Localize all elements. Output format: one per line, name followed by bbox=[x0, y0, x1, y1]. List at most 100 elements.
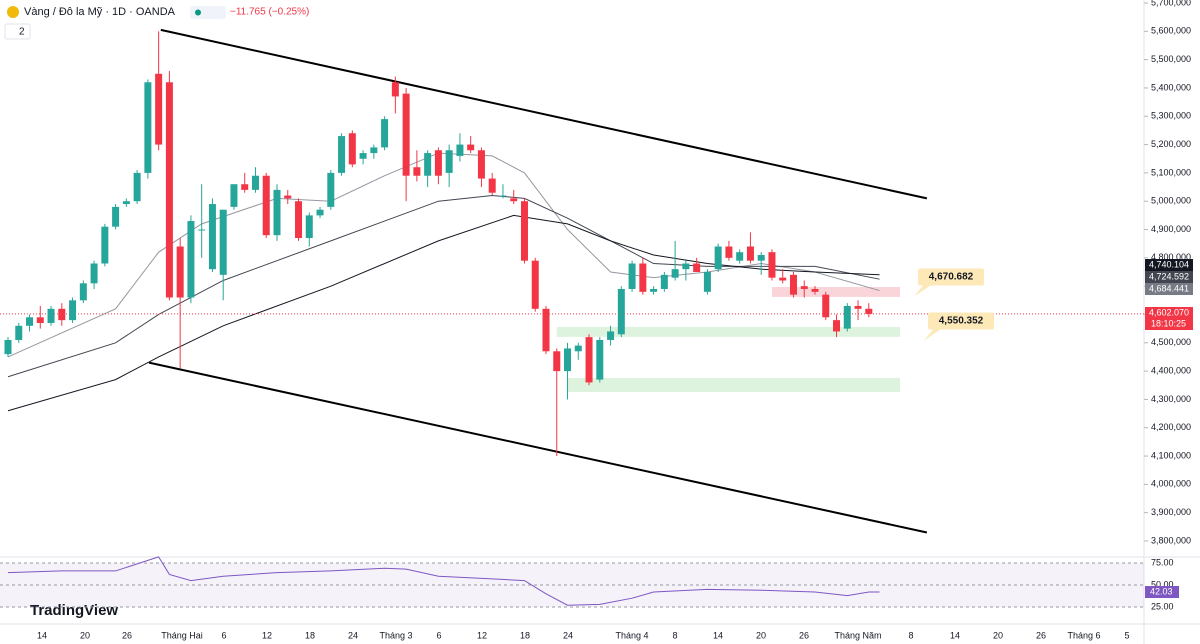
countdown-bg bbox=[1145, 318, 1193, 330]
y-tick-label: 5,000,000 bbox=[1151, 196, 1191, 206]
candle-body bbox=[241, 184, 249, 190]
x-tick-label: Tháng 6 bbox=[1067, 630, 1100, 640]
candle-body bbox=[15, 325, 23, 340]
x-tick-label: 5 bbox=[1124, 630, 1129, 640]
x-tick-label: 6 bbox=[436, 630, 441, 640]
callout-pointer bbox=[914, 284, 932, 297]
candle-body bbox=[219, 209, 227, 275]
candle-body bbox=[574, 345, 582, 352]
rsi-line bbox=[7, 556, 880, 606]
candle-body bbox=[101, 226, 109, 264]
y-tick-label: 5,600,000 bbox=[1151, 26, 1191, 36]
y-tick-label: 5,100,000 bbox=[1151, 167, 1191, 177]
candle-body bbox=[714, 246, 722, 270]
trend-line bbox=[148, 361, 928, 534]
candle-body bbox=[424, 153, 432, 176]
candle-body bbox=[144, 82, 152, 173]
candle-body bbox=[736, 252, 744, 261]
candle-body bbox=[467, 144, 475, 151]
candle-body bbox=[434, 150, 442, 176]
x-tick-label: 20 bbox=[756, 630, 766, 640]
rsi-tick-label: 50.00 bbox=[1151, 579, 1174, 589]
price-tag bbox=[1145, 259, 1193, 271]
logo: TradingView bbox=[30, 602, 118, 619]
status-dot bbox=[195, 9, 201, 16]
price-tag-label: 4,602.070 bbox=[1149, 307, 1189, 317]
candle-body bbox=[4, 339, 12, 355]
candle-body bbox=[316, 209, 324, 216]
candle-body bbox=[865, 308, 873, 314]
x-tick-label: 12 bbox=[262, 630, 272, 640]
symbol-icon bbox=[7, 6, 19, 18]
candle-body bbox=[833, 320, 841, 332]
candle-body bbox=[768, 252, 776, 278]
candle-body bbox=[413, 167, 421, 176]
candle-body bbox=[176, 246, 184, 298]
change: −11.765 (−0.25%) bbox=[230, 7, 309, 18]
candle-body bbox=[564, 348, 572, 372]
y-tick-label: 3,900,000 bbox=[1151, 507, 1191, 517]
candle-body bbox=[391, 82, 399, 97]
candle-body bbox=[165, 82, 173, 298]
candle-body bbox=[542, 308, 550, 352]
x-tick-label: 6 bbox=[221, 630, 226, 640]
candle-body bbox=[284, 195, 292, 199]
candle-body bbox=[295, 201, 303, 239]
zone bbox=[771, 287, 900, 297]
status-badge bbox=[190, 6, 226, 19]
y-tick-label: 4,500,000 bbox=[1151, 337, 1191, 347]
price-tag-label: 4,684.441 bbox=[1149, 283, 1189, 293]
candle-body bbox=[112, 206, 120, 227]
x-tick-label: 12 bbox=[477, 630, 487, 640]
candle-body bbox=[69, 300, 77, 321]
y-tick-label: 5,400,000 bbox=[1151, 82, 1191, 92]
zone bbox=[556, 326, 900, 337]
candle-body bbox=[520, 201, 528, 261]
y-tick-label: 4,900,000 bbox=[1151, 224, 1191, 234]
indicator-count: 2 bbox=[19, 27, 25, 38]
candle-body bbox=[122, 201, 130, 205]
candle-body bbox=[79, 283, 87, 301]
x-tick-label: 14 bbox=[950, 630, 960, 640]
y-tick-label: 5,300,000 bbox=[1151, 111, 1191, 121]
candle-body bbox=[348, 133, 356, 165]
candle-body bbox=[746, 246, 754, 261]
candle-body bbox=[671, 269, 679, 278]
y-tick-label: 4,800,000 bbox=[1151, 252, 1191, 262]
candle-body bbox=[843, 305, 851, 329]
candle-body bbox=[402, 93, 410, 176]
candle-body bbox=[273, 189, 281, 236]
candle-body bbox=[725, 246, 733, 258]
candle-body bbox=[822, 294, 830, 318]
candle-body bbox=[800, 286, 808, 289]
price-tag bbox=[1145, 307, 1193, 319]
candle-body bbox=[155, 73, 163, 145]
candle-body bbox=[531, 260, 539, 309]
x-tick-label: 18 bbox=[305, 630, 315, 640]
candle-body bbox=[499, 195, 507, 197]
candle-body bbox=[359, 153, 367, 159]
y-tick-label: 5,500,000 bbox=[1151, 54, 1191, 64]
y-tick-label: 4,100,000 bbox=[1151, 450, 1191, 460]
price-tag-label: 4,740.104 bbox=[1149, 259, 1189, 269]
trend-line bbox=[160, 28, 928, 200]
candle-body bbox=[305, 215, 313, 239]
zone bbox=[567, 377, 900, 393]
indicator-toggle[interactable] bbox=[4, 23, 31, 40]
candle-body bbox=[660, 274, 668, 289]
callout-label: 4,670.682 bbox=[929, 272, 974, 283]
candle-body bbox=[26, 317, 34, 326]
candle-body bbox=[789, 274, 797, 295]
candle-body bbox=[456, 144, 464, 156]
x-tick-label: 8 bbox=[672, 630, 677, 640]
x-tick-label: 20 bbox=[80, 630, 90, 640]
y-tick-label: 3,800,000 bbox=[1151, 535, 1191, 545]
x-tick-label: 14 bbox=[37, 630, 47, 640]
callout-label: 4,550.352 bbox=[939, 316, 984, 327]
candle-body bbox=[553, 351, 561, 372]
candle-body bbox=[510, 198, 518, 202]
candle-body bbox=[757, 255, 765, 261]
candle-body bbox=[811, 288, 819, 292]
